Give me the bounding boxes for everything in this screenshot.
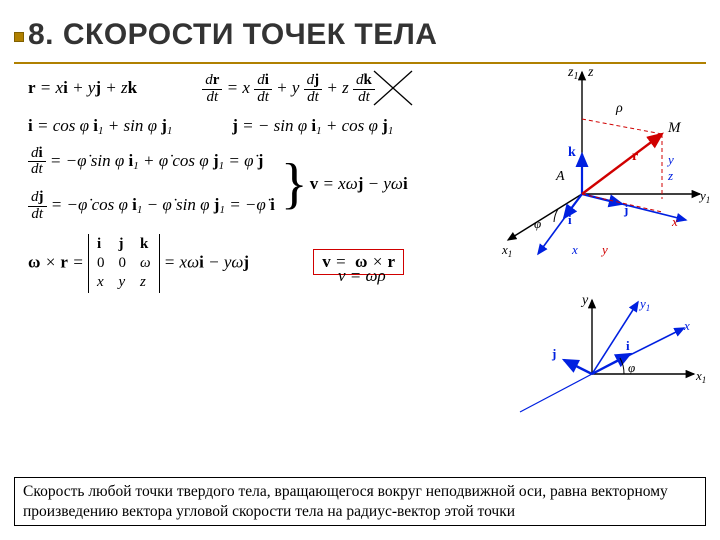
svg-text:z1: z1 — [567, 65, 578, 82]
svg-text:x: x — [671, 214, 678, 229]
diagram-2d: y y1 x x1 j i φ — [520, 293, 706, 412]
svg-text:φ: φ — [628, 360, 635, 375]
svg-text:x: x — [683, 318, 690, 333]
svg-text:ρ: ρ — [615, 101, 623, 116]
svg-text:M: M — [667, 120, 682, 136]
diagrams: z1 z ρ M k r y z A j x y1 x1 φ i x y y y… — [452, 64, 712, 444]
strike-icon — [372, 69, 416, 109]
svg-text:y1: y1 — [638, 296, 650, 313]
svg-text:i: i — [626, 338, 630, 353]
svg-text:x: x — [571, 242, 578, 257]
svg-text:x1: x1 — [501, 242, 512, 259]
svg-text:y1: y1 — [698, 188, 710, 205]
svg-text:y: y — [600, 242, 608, 257]
curly-brace-icon: } — [275, 156, 310, 212]
svg-text:z: z — [667, 168, 673, 183]
footer-statement: Скорость любой точки твердого тела, вращ… — [14, 477, 706, 526]
svg-text:j: j — [551, 346, 556, 361]
determinant: ijk 00ω xyz — [88, 234, 160, 293]
svg-text:x1: x1 — [695, 368, 706, 385]
slide-title: 8. СКОРОСТИ ТОЧЕК ТЕЛА — [0, 0, 720, 56]
svg-text:j: j — [623, 202, 628, 217]
svg-text:y: y — [580, 293, 589, 308]
svg-text:y: y — [666, 152, 674, 167]
title-bullet — [14, 32, 24, 42]
diagram-3d: z1 z ρ M k r y z A j x y1 x1 φ i x y — [501, 65, 710, 259]
svg-text:φ: φ — [534, 216, 541, 231]
svg-text:A: A — [555, 169, 565, 184]
svg-text:z: z — [587, 65, 594, 80]
svg-text:r: r — [632, 149, 638, 164]
svg-text:i: i — [568, 212, 572, 227]
svg-text:k: k — [568, 145, 576, 160]
